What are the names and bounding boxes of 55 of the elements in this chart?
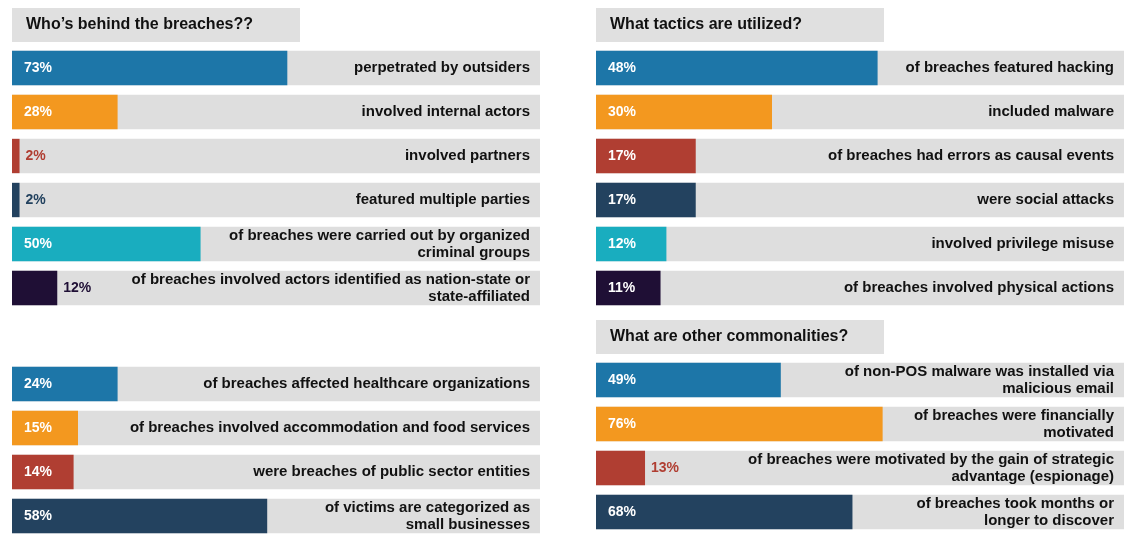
y-tick-label: of breaches took months or longer to discover [916, 493, 1115, 528]
data-label: 14% [24, 462, 53, 479]
y-tick-label: of breaches were carried out by organized criminal groups [229, 225, 530, 260]
data-label: 15% [24, 418, 53, 435]
chart-title: What tactics are utilized? [596, 8, 884, 42]
data-label: 2% [25, 146, 47, 163]
chart-title: What are other commonalities? [596, 320, 884, 354]
bar [12, 454, 74, 490]
bar [596, 450, 646, 486]
y-tick-label: included malware [988, 102, 1114, 120]
bar [12, 138, 20, 174]
y-tick-label: involved privilege misuse [931, 234, 1114, 252]
bar [12, 182, 20, 218]
y-tick-label: involved partners [404, 146, 530, 164]
y-tick-label: were breaches of public sector entities [252, 462, 530, 480]
data-label: 48% [608, 58, 637, 75]
data-label: 24% [24, 374, 53, 391]
y-tick-label: featured multiple parties [355, 190, 530, 208]
data-label: 13% [651, 458, 680, 475]
y-tick-label: of breaches were motivated by the gain of strategic advantage (espionage) [748, 449, 1114, 484]
y-tick-label: of breaches involved actors identified as nation-state or state-affiliated [131, 269, 531, 304]
bar [596, 270, 661, 306]
data-label: 49% [608, 370, 637, 387]
y-tick-label: of breaches involved accommodation and food services [129, 418, 530, 436]
data-label: 73% [24, 58, 53, 75]
y-tick-label: of breaches featured hacking [905, 58, 1114, 76]
data-label: 2% [25, 190, 47, 207]
y-tick-label: of breaches affected healthcare organizations [203, 374, 530, 392]
data-label: 28% [24, 102, 53, 119]
bar [596, 182, 696, 218]
y-tick-label: perpetrated by outsiders [354, 58, 530, 76]
bar [596, 138, 696, 174]
y-tick-label: were social attacks [976, 190, 1114, 208]
data-label: 11% [608, 278, 636, 295]
data-label: 30% [608, 102, 637, 119]
bar [12, 270, 58, 306]
data-label: 12% [608, 234, 637, 251]
data-label: 76% [608, 414, 637, 431]
data-label: 68% [608, 502, 637, 519]
data-label: 58% [24, 506, 53, 523]
bar [12, 410, 78, 446]
bar [12, 94, 118, 130]
y-tick-label: of victims are categorized as small businesses [324, 497, 530, 532]
data-label: 17% [608, 146, 637, 163]
y-tick-label: of non-POS malware was installed via malicious email [844, 361, 1115, 396]
y-tick-label: involved internal actors [361, 102, 530, 120]
chart-title: Who’s behind the breaches?? [12, 8, 300, 42]
y-tick-label: of breaches involved physical actions [843, 278, 1114, 296]
data-label: 50% [24, 234, 53, 251]
bar [12, 366, 118, 402]
bar [596, 226, 667, 262]
y-tick-label: of breaches had errors as causal events [828, 146, 1114, 164]
y-tick-label: of breaches were financially motivated [913, 405, 1115, 440]
data-label: 12% [63, 278, 92, 295]
data-label: 17% [608, 190, 637, 207]
